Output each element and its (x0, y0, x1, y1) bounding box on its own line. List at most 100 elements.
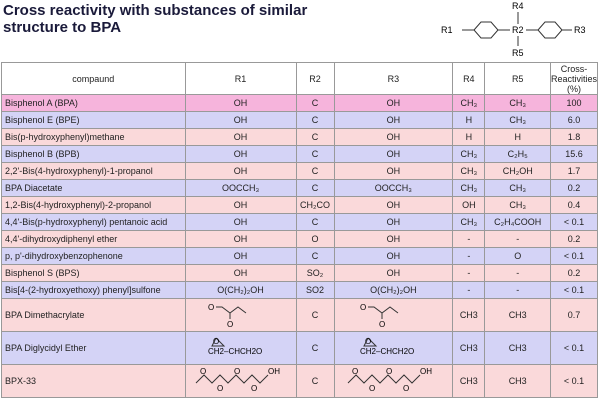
cell-text: CH3 (459, 310, 478, 320)
cell-text: OH (386, 251, 401, 261)
table-cell: CH₂CO (295, 196, 335, 214)
table-cell: C (295, 145, 335, 163)
table-cell: 6.0 (549, 111, 598, 129)
cell-text: OH (233, 234, 248, 244)
diagram-label: R5 (512, 48, 524, 58)
cell-text: 15.6 (565, 149, 583, 159)
table-cell: OH (184, 196, 297, 214)
diagram-label: R2 (512, 25, 524, 35)
header-text: R2 (309, 73, 321, 84)
structure-atom: O (251, 384, 257, 393)
cell-text: C (311, 251, 319, 261)
table-cell: - (484, 281, 551, 299)
title-line: Cross reactivity with substances of simi… (3, 2, 308, 19)
cell-text: BPA Dimethacrylate (5, 310, 85, 320)
table-cell: OH (333, 196, 454, 214)
table-cell: < 0.1 (549, 213, 598, 231)
cell-text: C₂H₅ (507, 149, 528, 159)
cell-text: 4,4'-Bis(p-hydroxyphenyl) pentanoic acid (5, 217, 168, 227)
table-cell: OH (184, 145, 297, 163)
structure: OO (208, 303, 246, 329)
cell-text: - (467, 234, 471, 244)
structure-atom: O (213, 337, 219, 346)
table-cell: p, p'-dihydroxybenzophenone (1, 247, 186, 265)
cell-text: CH₃ (460, 98, 478, 108)
table-cell: Bisphenol B (BPB) (1, 145, 186, 163)
structure-atom: O (208, 303, 214, 312)
structure-atom: O (227, 320, 233, 329)
cell-text: C (311, 166, 319, 176)
cell-text: 0.2 (567, 234, 581, 244)
table-cell: < 0.1 (549, 247, 598, 265)
structure-atom: O (365, 337, 371, 346)
table-row: 1,2-Bis(4-hydroxyphenyl)-2-propanol OH CH₂… (1, 196, 598, 214)
table-cell: H (452, 111, 486, 129)
cell-text: OH (386, 234, 401, 244)
cell-text: OOCCH₃ (374, 183, 412, 193)
cell-text: CH₃ (460, 149, 478, 159)
cell-text: 1,2-Bis(4-hydroxyphenyl)-2-propanol (5, 200, 152, 210)
table-cell: C (295, 213, 335, 231)
cell-text: H (465, 115, 473, 125)
table-cell: 0.7 (549, 298, 598, 332)
table-row: Bis[4-(2-hydroxyethoxy) phenyl]sulfone O(… (1, 281, 598, 299)
cell-text: OH (233, 200, 248, 210)
structure-atom: O (386, 367, 392, 376)
cell-text: OH (233, 149, 248, 159)
structure-atom: O (360, 303, 366, 312)
cell-text: 0.2 (567, 268, 581, 278)
cell-text: OH (233, 132, 248, 142)
table-cell: 0.2 (549, 264, 598, 282)
cell-text: < 0.1 (563, 285, 585, 295)
table-cell: OH (184, 94, 297, 112)
cell-text: OH (233, 217, 248, 227)
cell-text: 4,4'-dihydroxydiphenyl ether (5, 234, 118, 244)
table-cell: SO₂ (295, 264, 335, 282)
cell-text: C₂H₄COOH (494, 217, 542, 227)
cell-text: OH (386, 166, 401, 176)
table-cell: OH (184, 230, 297, 248)
table-row: 4,4'-dihydroxydiphenyl ether OH O OH - - 0.2 (1, 230, 598, 248)
cell-text: H (514, 132, 521, 142)
table-cell: CH3 (452, 331, 486, 365)
table-cell: O(CH₂)₂OH (184, 281, 297, 299)
cell-text: CH3 (459, 343, 478, 353)
cell-text: BPA Diglycidyl Ether (5, 343, 87, 353)
table-cell: Bis[4-(2-hydroxyethoxy) phenyl]sulfone (1, 281, 186, 299)
header-cell: R5 (484, 62, 551, 95)
cell-text: OH (462, 200, 476, 210)
cell-text: 2,2'-Bis(4-hydroxyphenyl)-1-propanol (5, 166, 153, 176)
table-cell: 0.4 (549, 196, 598, 214)
table-cell: OH (184, 128, 297, 146)
table-cell: BPA Diglycidyl Ether (1, 331, 186, 365)
table-cell: - (452, 230, 486, 248)
table-cell: CH3 (484, 331, 551, 365)
cell-text: CH₃ (509, 98, 527, 108)
table-cell: C (295, 364, 335, 398)
cell-text: BPA Diacetate (5, 183, 63, 193)
table-cell: C (295, 331, 335, 365)
table-cell: < 0.1 (549, 281, 598, 299)
cell-text: C (311, 132, 319, 142)
cell-text: OH (233, 268, 248, 278)
table-cell: CH₃ (484, 196, 551, 214)
cell-text: CH₃ (509, 200, 527, 210)
cell-text: OH (386, 149, 401, 159)
structure-atom: O (403, 384, 409, 393)
header-cell: R2 (295, 62, 335, 95)
table-cell: Bis(p-hydroxyphenyl)methane (1, 128, 186, 146)
table-cell: - (452, 281, 486, 299)
diagram-label: R3 (574, 25, 586, 35)
table-cell: Bisphenol E (BPE) (1, 111, 186, 129)
table-cell: OH (184, 247, 297, 265)
table-cell: SO2 (295, 281, 335, 299)
table-row: Bisphenol E (BPE) OH C OH H CH₃ 6.0 (1, 111, 598, 129)
table-cell: C (295, 247, 335, 265)
table-cell: - (484, 264, 551, 282)
cell-text: < 0.1 (563, 251, 585, 261)
cell-text: - (467, 251, 471, 261)
table-row: p, p'-dihydroxybenzophenone OH C OH - O < 0.1 (1, 247, 598, 265)
cell-text: CH3 (508, 376, 527, 386)
cell-text: CH3 (508, 310, 527, 320)
